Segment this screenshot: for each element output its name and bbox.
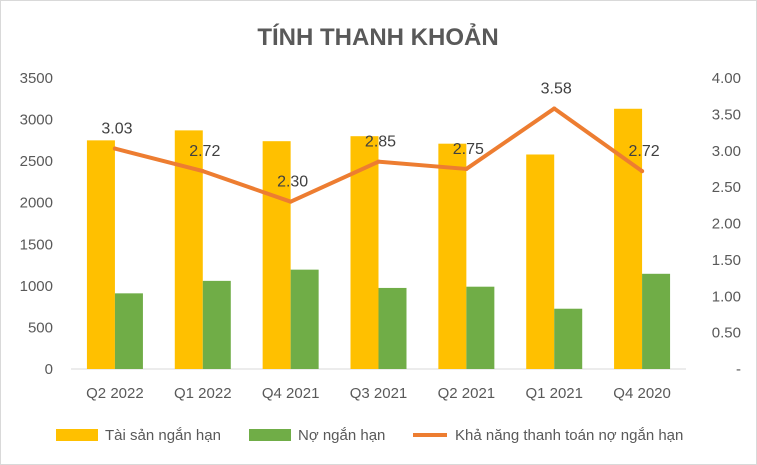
line-series: 3.03 2.72 2.30 2.85 2.75 3.58 2.72 <box>101 81 660 204</box>
bar-no-ngan-han <box>554 308 583 369</box>
right-tick-label: 0.50 <box>712 325 741 342</box>
legend-label: Khả năng thanh toán nợ ngắn hạn <box>455 427 683 444</box>
category-label: Q1 2022 <box>174 385 232 402</box>
right-tick-label: 2.50 <box>712 179 741 196</box>
bar-no-ngan-han <box>378 287 407 369</box>
bar-series <box>86 108 671 370</box>
right-tick-label: 3.00 <box>712 143 741 160</box>
liquidity-ratio-point <box>552 106 557 111</box>
bar-tai-san-ngan-han <box>86 140 115 369</box>
right-tick-label: 3.50 <box>712 106 741 123</box>
right-tick-label: 1.00 <box>712 288 741 305</box>
category-label: Q1 2021 <box>525 385 583 402</box>
bar-no-ngan-han <box>202 280 231 369</box>
category-label: Q2 2022 <box>86 385 144 402</box>
legend-swatch <box>56 429 98 441</box>
category-label: Q4 2020 <box>613 385 671 402</box>
bar-no-ngan-han <box>642 273 671 369</box>
left-tick-label: 3500 <box>20 70 53 87</box>
category-labels: Q2 2022 Q1 2022 Q4 2021 Q3 2021 Q2 2021 Q1 20… <box>86 385 671 402</box>
category-label: Q3 2021 <box>350 385 408 402</box>
left-tick-label: 500 <box>28 319 53 336</box>
bar-tai-san-ngan-han <box>350 136 379 369</box>
bar-no-ngan-han <box>114 293 143 369</box>
liquidity-ratio-point <box>464 166 469 171</box>
bar-tai-san-ngan-han <box>526 154 555 369</box>
liquidity-ratio-point <box>112 146 117 151</box>
left-axis: 0 500 1000 1500 2000 2500 3000 3500 <box>20 70 53 378</box>
chart-title: TÍNH THANH KHOẢN <box>257 22 498 51</box>
left-tick-label: 1000 <box>20 278 53 295</box>
left-tick-label: 0 <box>45 361 53 378</box>
data-label: 2.75 <box>453 141 484 158</box>
legend-swatch <box>249 429 291 441</box>
data-label: 3.58 <box>541 81 572 98</box>
bar-no-ngan-han <box>466 286 495 369</box>
legend: Tài sản ngắn hạn Nợ ngắn hạn Khả năng than… <box>56 427 683 444</box>
liquidity-ratio-point <box>288 199 293 204</box>
data-label: 2.72 <box>629 143 660 160</box>
left-tick-label: 1500 <box>20 236 53 253</box>
left-tick-label: 3000 <box>20 112 53 129</box>
liquidity-ratio-point <box>200 169 205 174</box>
left-tick-label: 2000 <box>20 195 53 212</box>
bar-tai-san-ngan-han <box>262 141 291 369</box>
bar-no-ngan-han <box>290 269 319 369</box>
category-label: Q4 2021 <box>262 385 320 402</box>
category-label: Q2 2021 <box>438 385 496 402</box>
right-tick-label: 2.00 <box>712 216 741 233</box>
right-tick-label: 1.50 <box>712 252 741 269</box>
legend-label: Tài sản ngắn hạn <box>105 427 221 444</box>
right-tick-label: 4.00 <box>712 70 741 87</box>
liquidity-ratio-point <box>640 169 645 174</box>
legend-label: Nợ ngắn hạn <box>298 427 385 444</box>
data-label: 3.03 <box>101 121 132 138</box>
data-label: 2.85 <box>365 134 396 151</box>
bar-tai-san-ngan-han <box>438 143 467 369</box>
right-axis: - 0.50 1.00 1.50 2.00 2.50 3.00 3.50 4.00 <box>712 70 741 378</box>
liquidity-ratio-point <box>376 159 381 164</box>
data-label: 2.30 <box>277 174 308 191</box>
left-tick-label: 2500 <box>20 153 53 170</box>
right-tick-label: - <box>736 361 741 378</box>
data-label: 2.72 <box>189 143 220 160</box>
